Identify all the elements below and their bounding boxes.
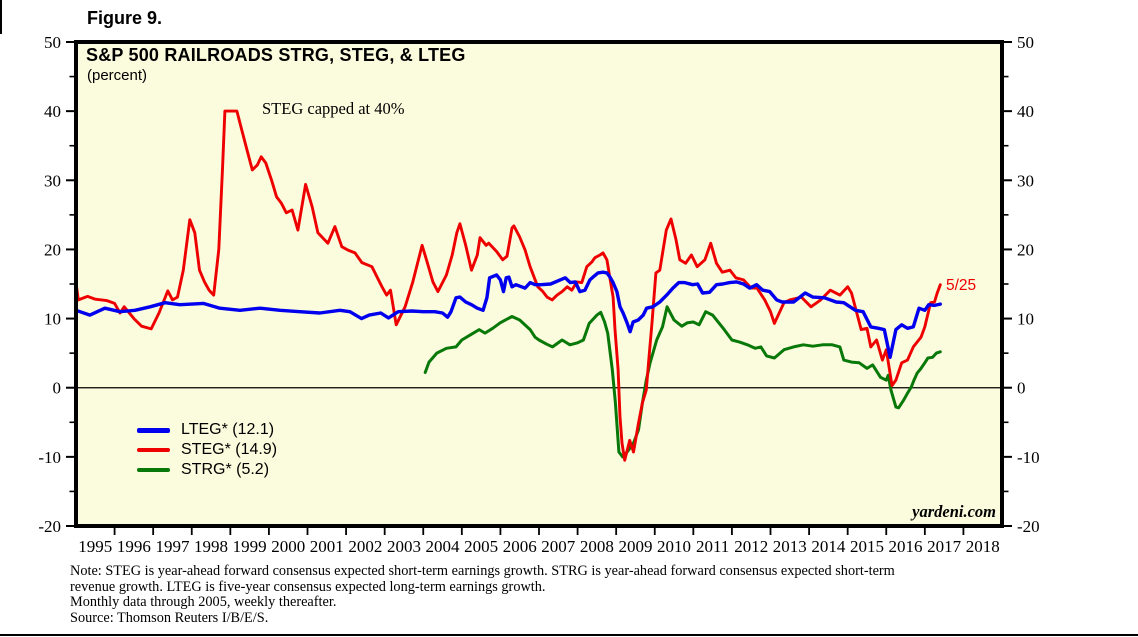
- watermark: yardeni.com: [912, 502, 996, 521]
- x-axis-year-label: 2013: [773, 537, 807, 556]
- strg-line-swatch: [137, 468, 170, 472]
- x-axis-year-label: 1996: [117, 537, 151, 556]
- page-left-mark: [0, 0, 2, 34]
- legend-label-strg: STRG* (5.2): [181, 461, 270, 478]
- steg-line-swatch: [137, 448, 170, 452]
- y-axis-label-left: 0: [53, 379, 62, 398]
- x-axis-year-label: 2006: [503, 537, 537, 556]
- steg-cap-annotation: STEG capped at 40%: [262, 99, 405, 118]
- x-axis-year-label: 1998: [194, 537, 228, 556]
- x-axis-year-label: 1999: [233, 537, 267, 556]
- y-axis-label-right: 0: [1017, 379, 1026, 398]
- x-axis-year-label: 2014: [811, 537, 846, 556]
- latest-date-label: 5/25: [946, 277, 977, 294]
- legend: LTEG* (12.1) STEG* (14.9) STRG* (5.2): [137, 420, 277, 480]
- legend-row-lteg: LTEG* (12.1): [137, 420, 277, 440]
- lteg-line-swatch: [137, 427, 170, 433]
- x-axis-year-label: 2002: [348, 537, 382, 556]
- y-axis-label-left: 50: [44, 33, 61, 52]
- chart-title: S&P 500 RAILROADS STRG, STEG, & LTEG: [86, 45, 466, 65]
- x-axis-year-label: 2015: [850, 537, 884, 556]
- x-axis-year-label: 2000: [271, 537, 305, 556]
- x-axis-year-label: 2004: [426, 537, 461, 556]
- x-axis-year-label: 2008: [580, 537, 614, 556]
- footnote-line: Note: STEG is year-ahead forward consens…: [70, 563, 895, 579]
- x-axis-year-label: 2009: [618, 537, 652, 556]
- y-axis-label-left: 10: [44, 310, 61, 329]
- footnote-line: Monthly data through 2005, weekly therea…: [70, 594, 337, 611]
- y-axis-label-left: 40: [44, 102, 61, 121]
- x-axis-year-label: 2012: [734, 537, 768, 556]
- x-axis-year-label: 2003: [387, 537, 421, 556]
- y-axis-label-right: 40: [1017, 102, 1034, 121]
- x-axis-year-label: 2017: [927, 537, 962, 556]
- figure-label: Figure 9.: [87, 8, 163, 28]
- y-axis-label-right: 20: [1017, 240, 1034, 259]
- legend-row-strg: STRG* (5.2): [137, 460, 277, 480]
- x-axis-year-label: 2007: [541, 537, 576, 556]
- x-axis-year-label: 1997: [155, 537, 190, 556]
- y-axis-label-left: -20: [38, 517, 61, 536]
- x-axis-year-label: 2001: [310, 537, 344, 556]
- footnote-line: Source: Thomson Reuters I/B/E/S.: [70, 610, 269, 627]
- x-axis-year-label: 1995: [78, 537, 112, 556]
- steg-series-line: [74, 109, 942, 462]
- y-axis-label-right: 50: [1017, 33, 1034, 52]
- x-axis-year-label: 2005: [464, 537, 498, 556]
- y-axis-label-right: -10: [1017, 448, 1040, 467]
- chart-subtitle: (percent): [87, 67, 148, 84]
- y-axis-label-right: 30: [1017, 171, 1034, 190]
- legend-row-steg: STEG* (14.9): [137, 440, 277, 460]
- y-axis-label-left: 20: [44, 240, 61, 259]
- y-axis-label-right: 10: [1017, 310, 1034, 329]
- x-axis-year-label: 2010: [657, 537, 691, 556]
- y-axis-label-left: 30: [44, 171, 61, 190]
- footnotes: Note: STEG is year-ahead forward consens…: [70, 563, 895, 627]
- y-axis-label-right: -20: [1017, 517, 1040, 536]
- plot-border: [74, 40, 1004, 528]
- legend-label-lteg: LTEG* (12.1): [181, 421, 275, 438]
- page-bottom-rule: [0, 634, 1138, 636]
- x-axis-year-label: 2011: [696, 537, 729, 556]
- legend-label-steg: STEG* (14.9): [181, 441, 278, 458]
- x-axis-year-label: 2016: [889, 537, 923, 556]
- footnote-line: revenue growth. LTEG is five-year consen…: [70, 578, 546, 595]
- lteg-series-line: [74, 270, 942, 359]
- x-axis-year-label: 2018: [966, 537, 1000, 556]
- strg-series-line: [423, 305, 942, 459]
- y-axis-label-left: -10: [38, 448, 61, 467]
